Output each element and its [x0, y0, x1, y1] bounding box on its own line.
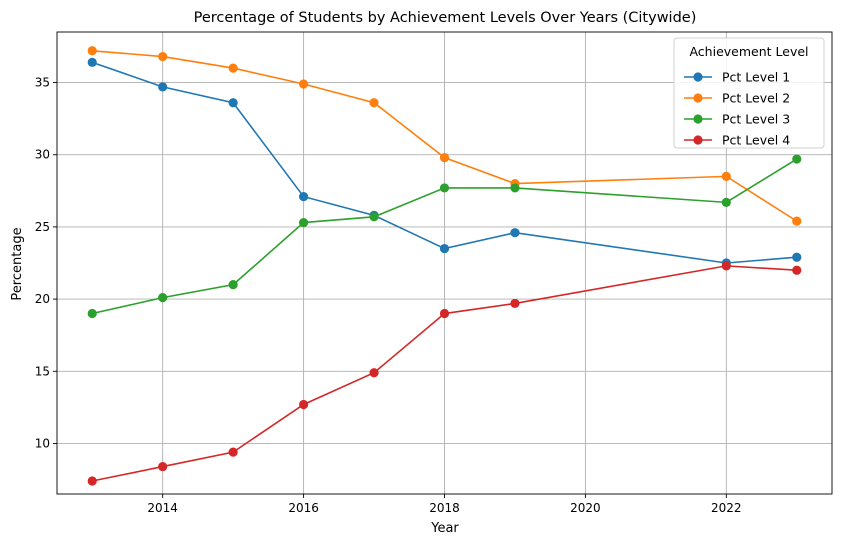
- y-tick-label: 20: [35, 292, 50, 306]
- data-point: [87, 46, 97, 56]
- data-point: [369, 98, 379, 108]
- y-tick-label: 25: [35, 220, 50, 234]
- legend-label: Pct Level 4: [722, 133, 790, 148]
- data-point: [298, 79, 309, 89]
- data-point: [792, 252, 802, 262]
- data-point: [87, 308, 97, 319]
- data-point: [298, 217, 309, 228]
- y-axis-label: Percentage: [10, 227, 25, 300]
- data-point: [298, 191, 309, 202]
- legend-item: Pct Level 2: [684, 91, 790, 106]
- legend-marker: [693, 135, 703, 145]
- data-point: [369, 212, 379, 222]
- x-tick-label: 2016: [288, 501, 319, 515]
- x-tick-label: 2018: [429, 501, 460, 515]
- data-point: [439, 243, 450, 254]
- legend-marker: [693, 93, 703, 103]
- legend-item: Pct Level 4: [684, 133, 790, 148]
- x-tick-label: 2014: [147, 501, 178, 515]
- data-point: [510, 298, 520, 309]
- legend-marker: [693, 114, 703, 124]
- data-point: [158, 51, 168, 62]
- chart-title: Percentage of Students by Achievement Le…: [194, 10, 697, 26]
- data-point: [87, 476, 97, 486]
- legend-item: Pct Level 1: [684, 70, 790, 85]
- data-point: [87, 57, 97, 67]
- data-point: [298, 399, 309, 410]
- legend-box: [673, 37, 825, 149]
- series-2: [87, 46, 802, 226]
- series-layer: [87, 46, 802, 486]
- x-tick-label: 2022: [711, 501, 742, 515]
- legend-item: Pct Level 3: [684, 112, 790, 127]
- data-point: [369, 368, 379, 378]
- data-point: [228, 447, 238, 457]
- data-point: [158, 82, 168, 92]
- y-tick-label: 15: [35, 364, 50, 378]
- data-point: [721, 261, 731, 271]
- data-point: [792, 154, 802, 164]
- data-point: [510, 228, 520, 238]
- data-point: [721, 197, 731, 207]
- y-tick-label: 10: [35, 436, 50, 450]
- data-point: [228, 280, 238, 290]
- data-point: [228, 63, 238, 73]
- data-point: [158, 293, 168, 303]
- data-point: [510, 183, 520, 193]
- x-axis-label: Year: [430, 521, 459, 536]
- data-point: [439, 183, 450, 193]
- legend-label: Pct Level 1: [722, 70, 790, 85]
- data-point: [439, 308, 450, 319]
- axes: 2014 2016 2018 2020 2022 10 15 20 25 30 35: [35, 31, 833, 515]
- legend: Achievement Level Pct Level 1 Pct Level 2 P…: [673, 37, 825, 149]
- series-4: [87, 261, 802, 486]
- data-point: [228, 98, 238, 108]
- legend-marker: [693, 72, 703, 82]
- y-tick-label: 35: [35, 76, 50, 90]
- data-point: [721, 171, 731, 181]
- series-3: [87, 154, 802, 319]
- legend-title: Achievement Level: [689, 44, 808, 59]
- x-tick-label: 2020: [570, 501, 601, 515]
- y-tick-label: 30: [35, 148, 50, 162]
- data-point: [792, 216, 802, 226]
- legend-label: Pct Level 2: [722, 91, 790, 106]
- data-point: [158, 461, 168, 472]
- data-point: [792, 265, 802, 275]
- data-point: [439, 153, 450, 163]
- legend-label: Pct Level 3: [722, 112, 790, 127]
